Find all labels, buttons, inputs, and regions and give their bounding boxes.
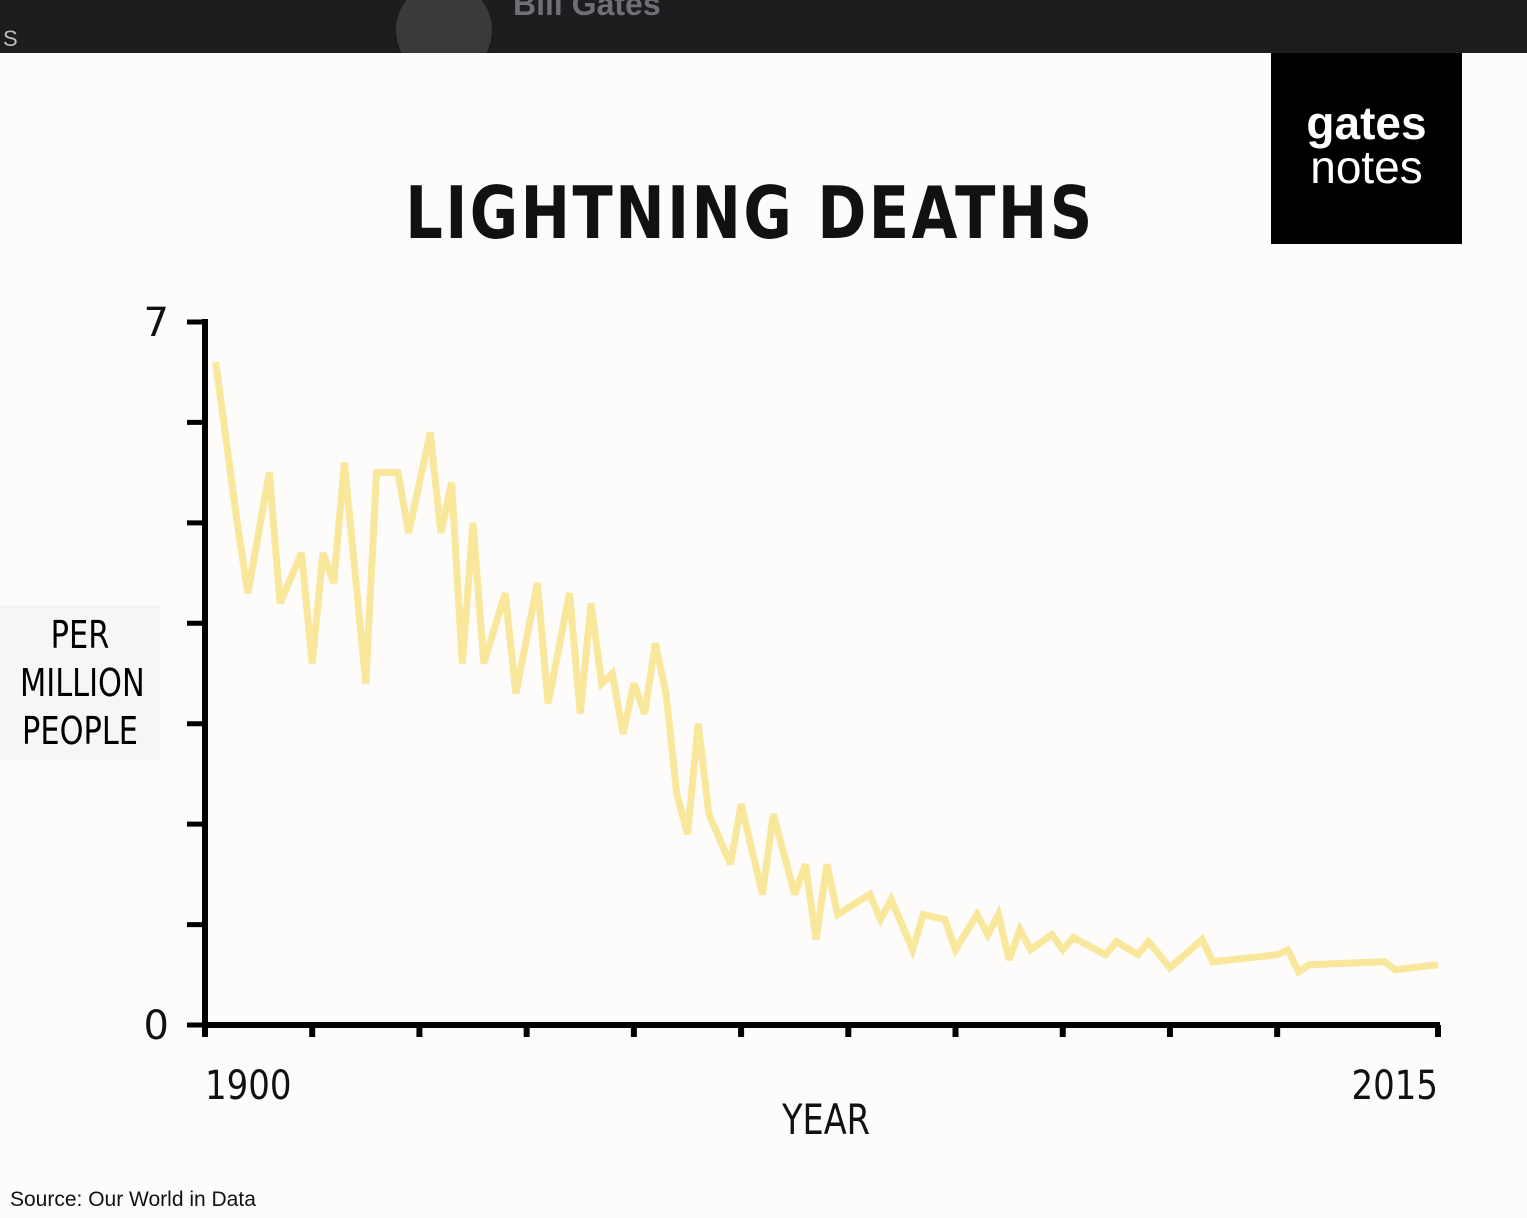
- logo-line: gates: [1306, 97, 1427, 149]
- source: Source: Our World in Data: [10, 1188, 256, 1211]
- logo-line: notes: [1310, 141, 1423, 193]
- top-bar: S Bill Gates: [0, 0, 1527, 53]
- x-axis-label: YEAR: [781, 1095, 870, 1144]
- x-tick-label: 2015: [1351, 1062, 1438, 1108]
- logo: gates notes: [1271, 53, 1462, 244]
- y-tick-label: 0: [144, 1003, 169, 1049]
- x-tick-label: 1900: [205, 1062, 292, 1108]
- y-axis-label-box: PER MILLION PEOPLE: [0, 605, 160, 760]
- initial: S: [3, 26, 18, 51]
- avatar: [396, 0, 492, 53]
- author-name: Bill Gates: [513, 0, 661, 22]
- chart-title: LIGHTNING DEATHS: [405, 171, 1094, 255]
- y-tick-label: 7: [144, 300, 169, 346]
- data-line: [212, 361, 1439, 977]
- y-axis-label: PER MILLION PEOPLE: [20, 612, 145, 753]
